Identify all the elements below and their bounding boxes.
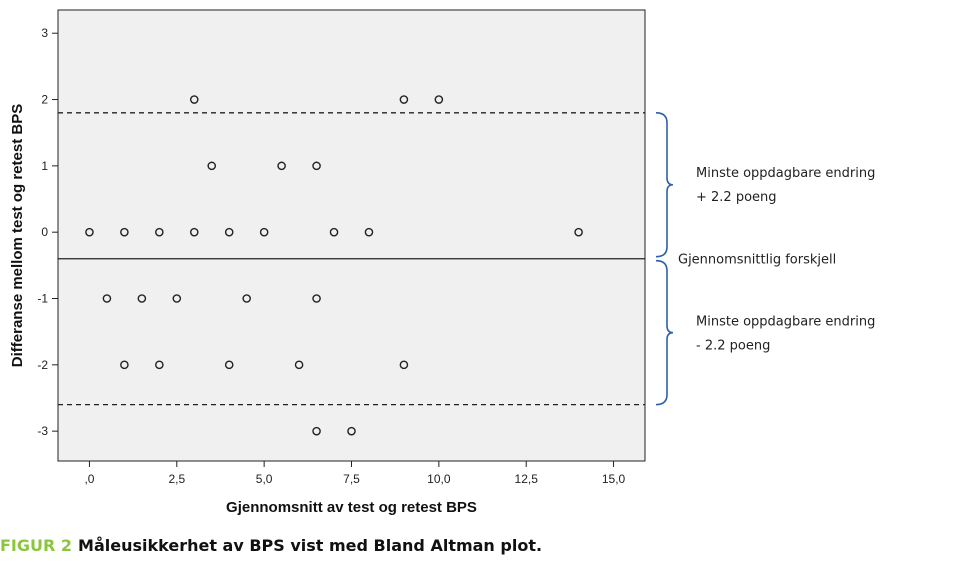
data-point [312,294,321,303]
data-point [312,161,321,171]
lower-bracket [655,259,674,406]
lower-limit-label-line2: - 2.2 poeng [696,339,770,354]
data-point [294,360,304,370]
data-point [155,360,164,370]
data-point [399,95,409,104]
y-tick-label: -3 [37,424,48,438]
x-tick-label: 10,0 [427,472,451,486]
lower-limit-label-line1: Minste oppdagbare endring [696,315,875,330]
data-point [434,95,444,104]
data-point [399,360,409,370]
x-tick-label: ,0 [84,472,94,486]
annotation-brackets [655,112,674,406]
data-point [329,227,339,237]
x-tick-label: 12,5 [515,472,539,486]
data-point [364,227,374,237]
figure-caption-prefix: FIGUR 2 [0,536,72,555]
data-point [242,294,251,303]
data-point [207,161,217,171]
chart-marks [58,95,645,436]
mean-difference-label: Gjennomsnittlig forskjell [678,253,836,268]
data-point [259,227,269,237]
x-tick-label: 2,5 [168,472,185,486]
data-point [172,294,182,303]
x-tick-label: 5,0 [256,472,273,486]
data-point [120,227,129,237]
y-axis-title: Differanse mellom test og retest BPS [9,104,26,367]
y-tick-label: 1 [41,159,48,173]
data-point [224,360,234,370]
x-tick-label: 7,5 [343,472,360,486]
x-tick-label: 15,0 [602,472,626,486]
data-point [312,426,321,436]
y-tick-label: 3 [41,26,48,40]
upper-limit-label-line2: + 2.2 poeng [696,190,777,205]
figure-caption-text: Måleusikkerhet av BPS vist med Bland Alt… [78,536,542,555]
y-tick-label: 2 [41,93,48,107]
data-point [224,227,234,237]
y-tick-label: -1 [37,292,48,306]
plot-area [57,9,646,462]
data-point [189,95,199,104]
axis-ticks: ,0 2,5 5,0 7,5 10,0 12,5 15,0 3 2 1 0 -1 -2 -3 [37,26,625,486]
data-point [155,227,164,237]
x-axis-title: Gjennomsnitt av test og retest BPS [226,499,477,516]
y-tick-label: 0 [41,225,48,239]
data-point [574,227,583,237]
upper-limit-label-line1: Minste oppdagbare endring [696,166,875,181]
data-point [85,227,94,237]
data-point [137,294,147,303]
data-point [189,227,199,237]
data-point [277,161,286,171]
data-point [120,360,129,370]
upper-bracket [655,112,674,258]
data-point [102,294,112,303]
y-tick-label: -2 [37,358,48,372]
data-point [347,426,356,436]
